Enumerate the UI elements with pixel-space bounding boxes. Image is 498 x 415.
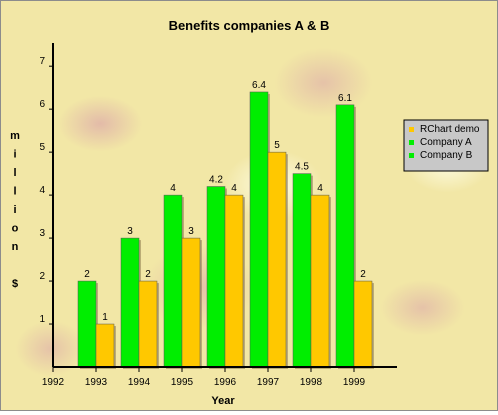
y-tick-label: 3 xyxy=(39,228,45,239)
bar-company-a-1999 xyxy=(335,104,355,368)
x-axis-title: Year xyxy=(211,395,235,407)
bar-value-label: 2 xyxy=(145,269,151,280)
y-tick-label: 1 xyxy=(39,314,45,325)
x-tick-label: 1995 xyxy=(171,377,194,388)
bar-company-a-1995 xyxy=(163,194,183,368)
legend-swatch xyxy=(409,127,414,132)
legend: RChart demo Company A Company B xyxy=(403,119,489,172)
bar-company-b-1997 xyxy=(267,151,287,368)
y-axis-title-letter: n xyxy=(12,241,19,253)
legend-swatch xyxy=(409,153,414,158)
y-axis-title-letter: m xyxy=(10,130,20,142)
bar-company-b-1993 xyxy=(95,323,115,368)
bar-value-label: 1 xyxy=(102,312,108,323)
bar-value-label: 4 xyxy=(317,183,323,194)
y-axis-title-letter: i xyxy=(13,149,16,161)
bar-company-b-1996 xyxy=(224,194,244,368)
y-tick-label: 6 xyxy=(39,99,45,110)
legend-label: Company A xyxy=(420,137,472,148)
bar-value-label: 3 xyxy=(188,226,194,237)
y-axis-title-letter: l xyxy=(13,186,16,198)
y-tick-label: 5 xyxy=(39,142,45,153)
bar-company-a-1998 xyxy=(292,173,312,368)
bar-value-label: 3 xyxy=(127,226,133,237)
bar-value-label: 4.2 xyxy=(209,175,223,186)
bar-value-label: 2 xyxy=(360,269,366,280)
x-tick-label: 1998 xyxy=(300,377,323,388)
bar-company-b-1995 xyxy=(181,237,201,368)
bar-value-label: 4 xyxy=(231,183,237,194)
x-tick-label: 1996 xyxy=(214,377,237,388)
x-tick-label: 1997 xyxy=(257,377,280,388)
bar-company-a-1997 xyxy=(249,91,269,368)
y-tick-label: 2 xyxy=(39,271,45,282)
y-axis-title-letter: $ xyxy=(12,278,18,290)
legend-box xyxy=(403,119,489,172)
bar-value-label: 2 xyxy=(84,269,90,280)
bar-value-label: 6.4 xyxy=(252,80,266,91)
x-tick-label: 1999 xyxy=(343,377,366,388)
legend-label: RChart demo xyxy=(420,124,480,135)
legend-label: Company B xyxy=(420,150,473,161)
plot-area: 2 1 3 2 4 3 4.2 4 6.4 5 4.5 4 6.1 2 1 2 3 4 5 6 7 1992 1993 199… xyxy=(39,43,397,388)
y-tick-label: 7 xyxy=(39,56,45,67)
bar-value-label: 4.5 xyxy=(295,162,309,173)
legend-swatch xyxy=(409,140,414,145)
y-axis-title-letter: l xyxy=(13,167,16,179)
bar-company-b-1998 xyxy=(310,194,330,368)
x-tick-label: 1992 xyxy=(42,377,65,388)
chart-title: Benefits companies A & B xyxy=(169,18,330,33)
bar-value-label: 6.1 xyxy=(338,93,352,104)
bar-company-a-1996 xyxy=(206,186,226,368)
x-tick-label: 1993 xyxy=(85,377,108,388)
y-tick-label: 4 xyxy=(39,185,45,196)
bar-company-b-1999 xyxy=(353,280,373,368)
y-axis-title-letter: o xyxy=(12,223,19,235)
y-axis-title-letter: i xyxy=(13,204,16,216)
x-tick-label: 1994 xyxy=(128,377,151,388)
bar-value-label: 5 xyxy=(274,140,280,151)
bar-company-a-1993 xyxy=(77,280,97,368)
bar-value-label: 4 xyxy=(170,183,176,194)
bar-company-b-1994 xyxy=(138,280,158,368)
bar-company-a-1994 xyxy=(120,237,140,368)
